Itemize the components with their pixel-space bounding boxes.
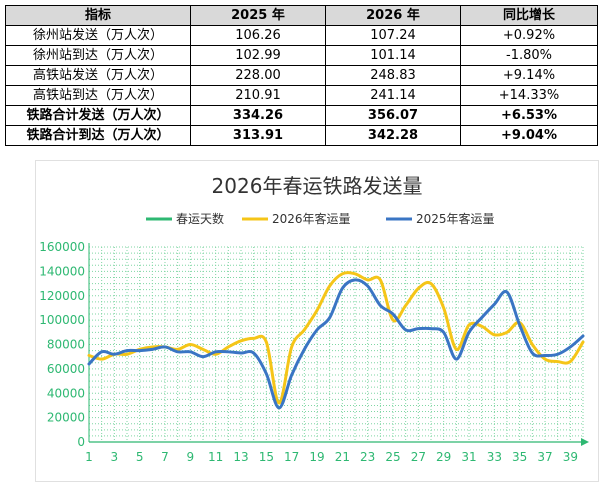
table-cell-growth: +9.04% — [460, 125, 598, 146]
x-tick-label: 33 — [487, 450, 502, 464]
chart-legend: 春运天数 2026年客运量 2025年客运量 — [146, 211, 495, 226]
table-cell-growth: +0.92% — [460, 25, 598, 46]
x-tick-label: 29 — [436, 450, 451, 464]
x-tick-label: 1 — [85, 450, 93, 464]
x-tick-label: 23 — [360, 450, 375, 464]
x-tick-label: 5 — [136, 450, 144, 464]
line-chart: 2026年春运铁路发送量 春运天数 2026年客运量 2025年客运量 0 20000… — [39, 174, 589, 464]
x-tick-label: 13 — [233, 450, 248, 464]
y-tick-label: 120000 — [39, 289, 85, 303]
x-axis: 1 3 5 7 9 11 13 15 17 19 21 23 25 27 29 31 33 35 37 39 — [85, 438, 589, 464]
x-tick-label: 35 — [512, 450, 527, 464]
x-tick-label: 31 — [461, 450, 476, 464]
series-line-2 — [87, 278, 585, 410]
legend-item[interactable]: 2025年客运量 — [386, 211, 495, 226]
table-cell-v2025: 102.99 — [190, 45, 326, 66]
header-growth: 同比增长 — [460, 5, 598, 26]
chart-container: 2026年春运铁路发送量 春运天数 2026年客运量 2025年客运量 0 20000… — [35, 160, 599, 482]
legend-label: 2026年客运量 — [272, 211, 351, 226]
table-row: 高铁站发送（万人次） 228.00 248.83 +9.14% — [5, 65, 598, 86]
y-tick-label: 80000 — [47, 338, 85, 352]
x-tick-label: 7 — [161, 450, 169, 464]
legend-label: 2025年客运量 — [416, 211, 495, 226]
table-row: 徐州站到达（万人次） 102.99 101.14 -1.80% — [5, 45, 598, 66]
x-tick-label: 9 — [187, 450, 195, 464]
table-cell-label: 徐州站发送（万人次） — [5, 25, 191, 46]
y-tick-label: 60000 — [47, 362, 85, 376]
table-row: 铁路合计发送（万人次） 334.26 356.07 +6.53% — [5, 105, 598, 126]
x-tick-label: 3 — [111, 450, 119, 464]
table-row: 铁路合计到达（万人次） 313.91 342.28 +9.04% — [5, 125, 598, 146]
table-cell-label: 徐州站到达（万人次） — [5, 45, 191, 66]
table-cell-label: 铁路合计发送（万人次） — [5, 105, 191, 126]
legend-item[interactable]: 春运天数 — [146, 211, 224, 226]
table-cell-growth: +9.14% — [460, 65, 598, 86]
legend-item[interactable]: 2026年客运量 — [242, 211, 351, 226]
table-cell-label: 高铁站到达（万人次） — [5, 85, 191, 106]
table-cell-v2025: 106.26 — [190, 25, 326, 46]
y-tick-label: 100000 — [39, 313, 85, 327]
y-axis: 0 20000 40000 60000 80000 100000 120000 140000 1… — [39, 240, 90, 449]
header-indicator: 指标 — [5, 5, 191, 26]
table-cell-v2026: 356.07 — [325, 105, 461, 126]
table-cell-v2025: 313.91 — [190, 125, 326, 146]
table-cell-label: 铁路合计到达（万人次） — [5, 125, 191, 146]
table-cell-v2025: 228.00 — [190, 65, 326, 86]
stats-table: 指标 2025 年 2026 年 同比增长 徐州站发送（万人次） 106.26 10… — [5, 5, 598, 146]
y-tick-label: 160000 — [39, 240, 85, 254]
table-cell-v2025: 210.91 — [190, 85, 326, 106]
table-cell-growth: +14.33% — [460, 85, 598, 106]
table-cell-v2026: 342.28 — [325, 125, 461, 146]
table-header-row: 指标 2025 年 2026 年 同比增长 — [5, 5, 598, 26]
y-tick-label: 20000 — [47, 411, 85, 425]
x-axis-arrow — [581, 438, 589, 446]
table-cell-v2026: 241.14 — [325, 85, 461, 106]
x-tick-label: 17 — [284, 450, 299, 464]
x-tick-label: 27 — [411, 450, 426, 464]
x-tick-label: 39 — [563, 450, 578, 464]
x-tick-label: 19 — [309, 450, 324, 464]
y-tick-label: 40000 — [47, 386, 85, 400]
legend-label: 春运天数 — [176, 211, 224, 226]
table-cell-label: 高铁站发送（万人次） — [5, 65, 191, 86]
chart-grid — [88, 246, 584, 443]
table-row: 高铁站到达（万人次） 210.91 241.14 +14.33% — [5, 85, 598, 106]
table-row: 徐州站发送（万人次） 106.26 107.24 +0.92% — [5, 25, 598, 46]
table-cell-v2026: 101.14 — [325, 45, 461, 66]
x-tick-label: 25 — [385, 450, 400, 464]
chart-series — [87, 271, 585, 410]
chart-title: 2026年春运铁路发送量 — [212, 174, 423, 198]
header-2026: 2026 年 — [325, 5, 461, 26]
table-cell-v2025: 334.26 — [190, 105, 326, 126]
x-tick-label: 11 — [208, 450, 223, 464]
table-cell-v2026: 248.83 — [325, 65, 461, 86]
table-cell-v2026: 107.24 — [325, 25, 461, 46]
y-tick-label: 140000 — [39, 264, 85, 278]
stats-table-wrapper: 指标 2025 年 2026 年 同比增长 徐州站发送（万人次） 106.26 10… — [5, 5, 598, 146]
table-cell-growth: -1.80% — [460, 45, 598, 66]
x-tick-label: 21 — [335, 450, 350, 464]
x-tick-label: 15 — [259, 450, 274, 464]
header-2025: 2025 年 — [190, 5, 326, 26]
table-cell-growth: +6.53% — [460, 105, 598, 126]
y-tick-label: 0 — [77, 435, 85, 449]
x-tick-label: 37 — [537, 450, 552, 464]
